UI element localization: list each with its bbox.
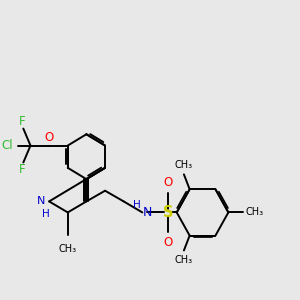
Text: H: H	[41, 209, 49, 219]
Text: CH₃: CH₃	[175, 160, 193, 170]
Text: CH₃: CH₃	[59, 244, 77, 254]
Text: N: N	[37, 196, 45, 206]
Text: O: O	[44, 131, 54, 144]
Text: Cl: Cl	[2, 139, 13, 152]
Text: N: N	[143, 206, 152, 219]
Text: F: F	[19, 164, 25, 176]
Text: F: F	[19, 115, 25, 128]
Text: CH₃: CH₃	[175, 255, 193, 265]
Text: CH₃: CH₃	[246, 207, 264, 218]
Text: O: O	[164, 176, 173, 189]
Text: S: S	[163, 205, 173, 220]
Text: O: O	[164, 236, 173, 249]
Text: H: H	[133, 200, 141, 210]
